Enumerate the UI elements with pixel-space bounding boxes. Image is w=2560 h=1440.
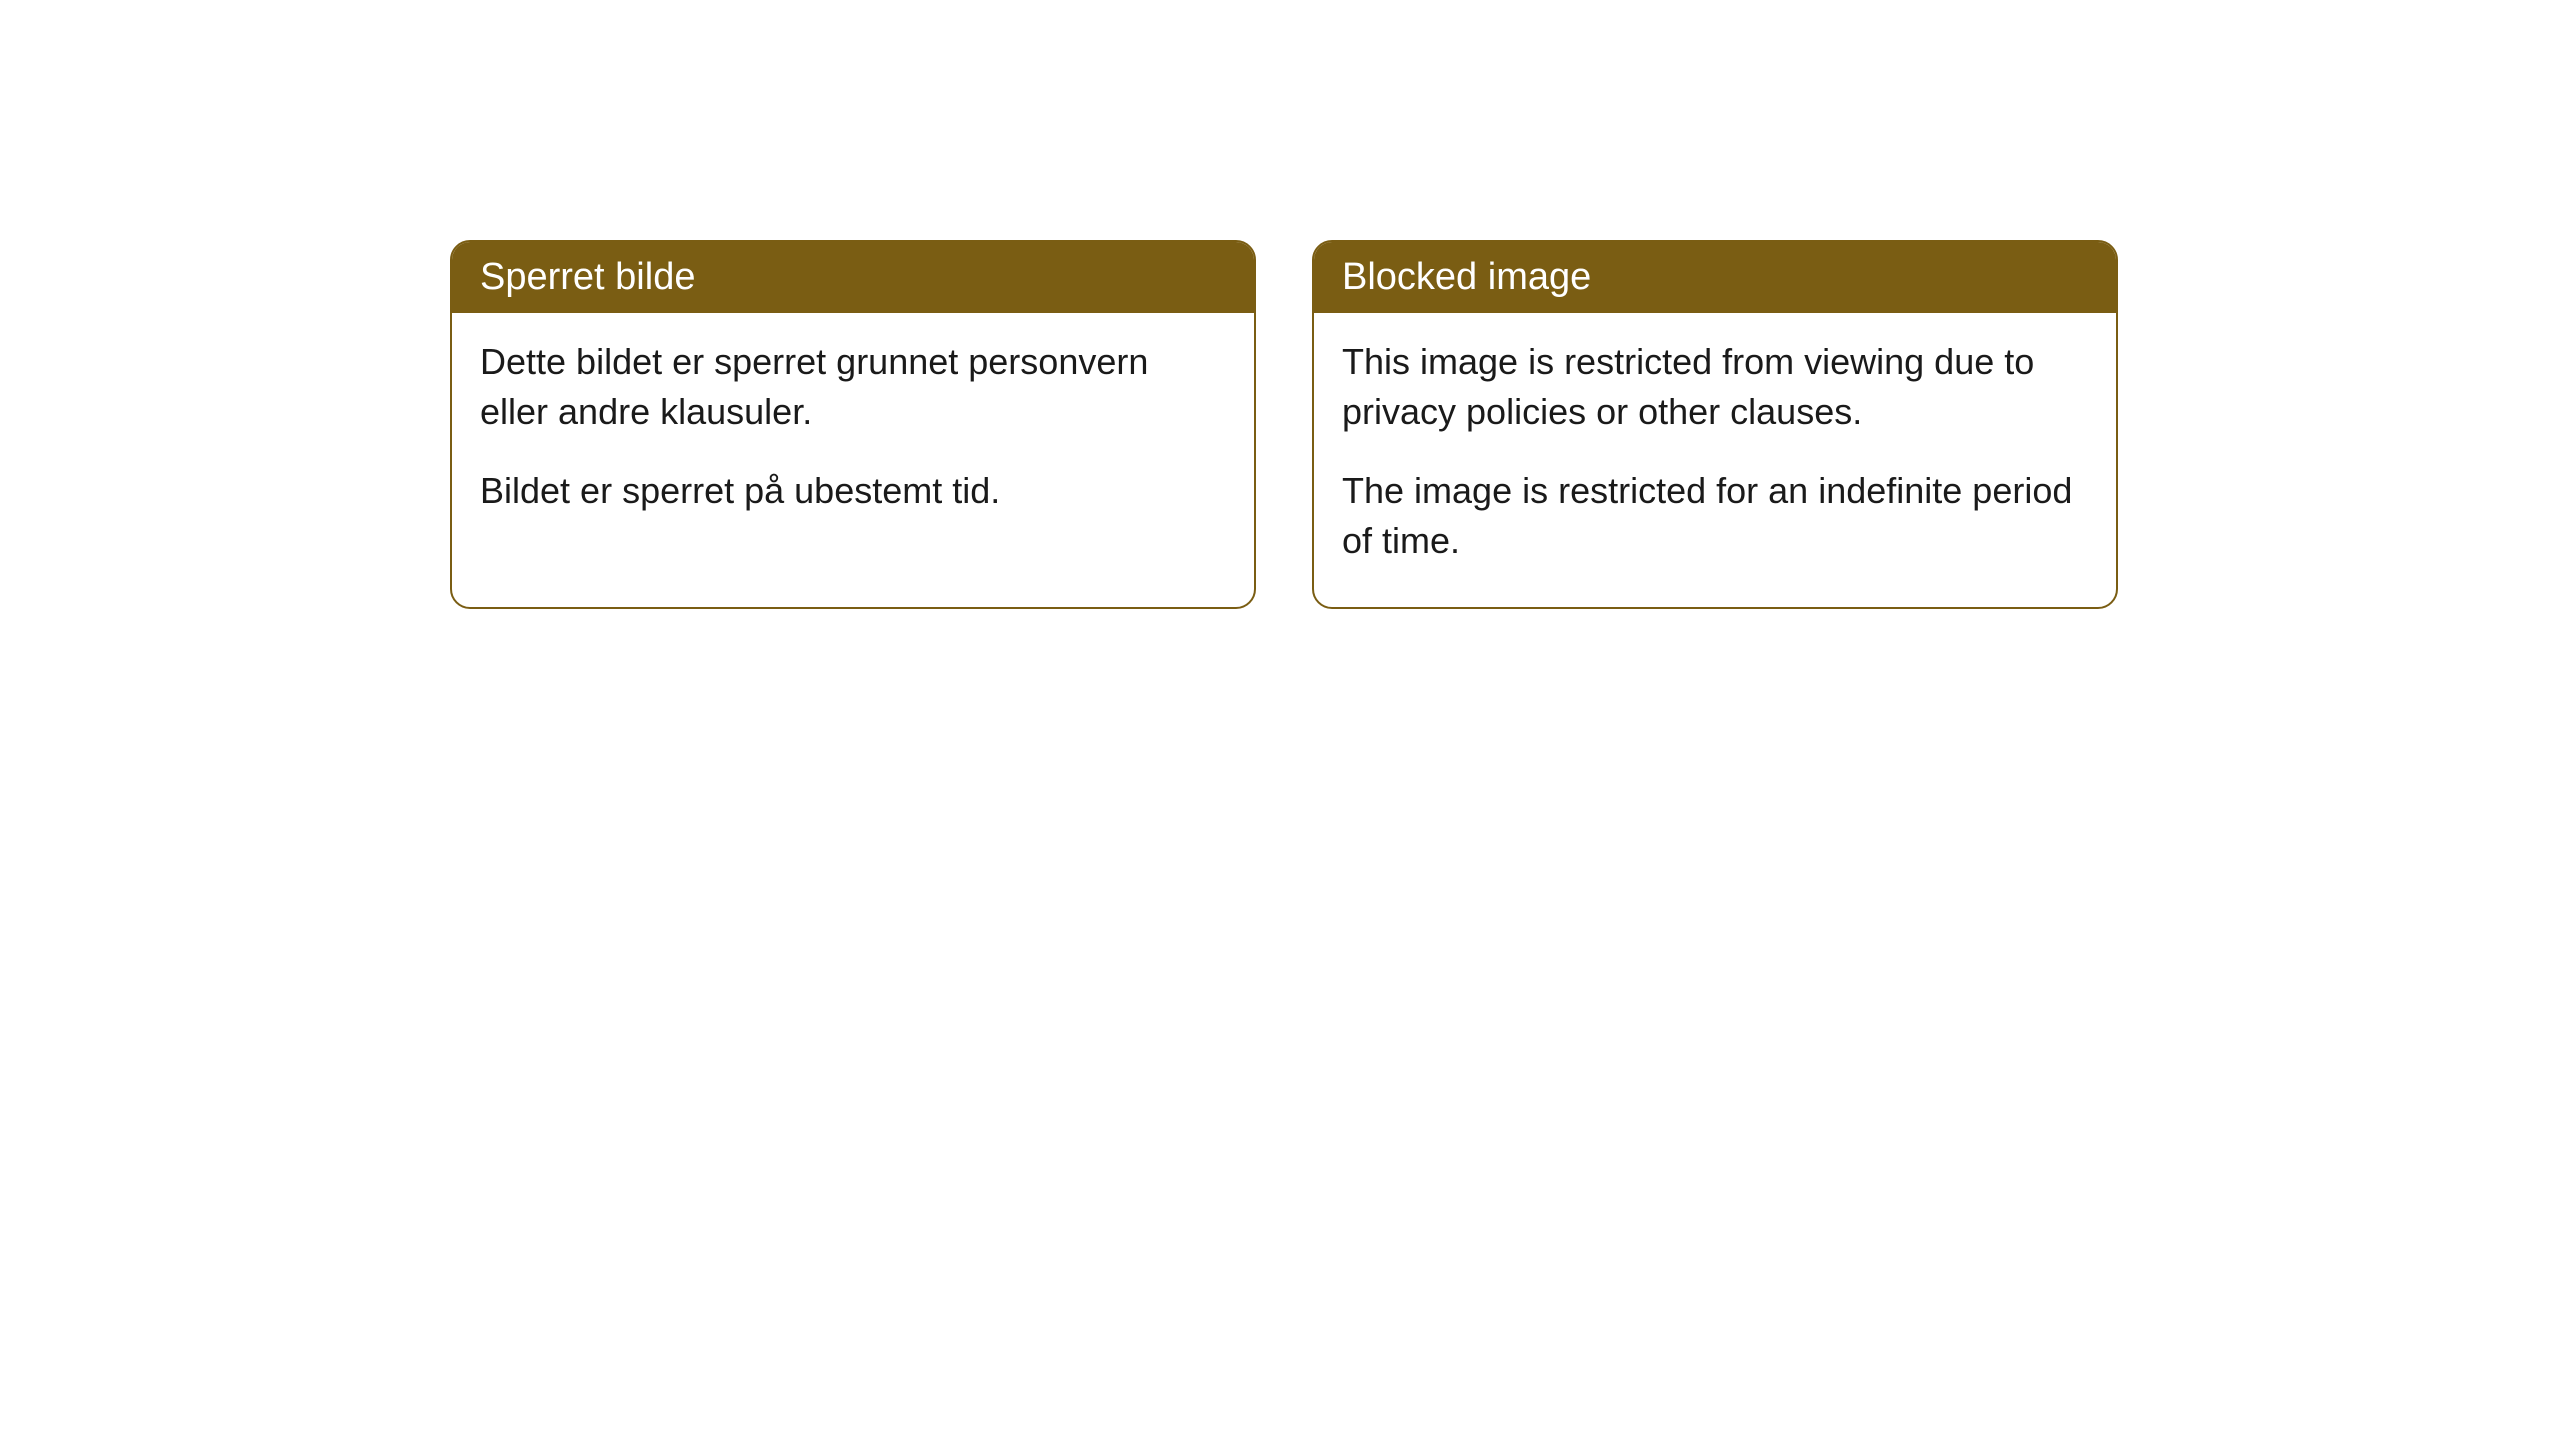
- card-paragraph-1: This image is restricted from viewing du…: [1342, 337, 2088, 438]
- card-header: Blocked image: [1314, 242, 2116, 313]
- notice-cards-container: Sperret bilde Dette bildet er sperret gr…: [450, 240, 2118, 609]
- card-paragraph-2: Bildet er sperret på ubestemt tid.: [480, 466, 1226, 516]
- card-title: Sperret bilde: [480, 256, 695, 298]
- blocked-image-card-english: Blocked image This image is restricted f…: [1312, 240, 2118, 609]
- card-title: Blocked image: [1342, 256, 1591, 298]
- card-paragraph-2: The image is restricted for an indefinit…: [1342, 466, 2088, 567]
- card-header: Sperret bilde: [452, 242, 1254, 313]
- card-paragraph-1: Dette bildet er sperret grunnet personve…: [480, 337, 1226, 438]
- blocked-image-card-norwegian: Sperret bilde Dette bildet er sperret gr…: [450, 240, 1256, 609]
- card-body: This image is restricted from viewing du…: [1314, 313, 2116, 607]
- card-body: Dette bildet er sperret grunnet personve…: [452, 313, 1254, 556]
